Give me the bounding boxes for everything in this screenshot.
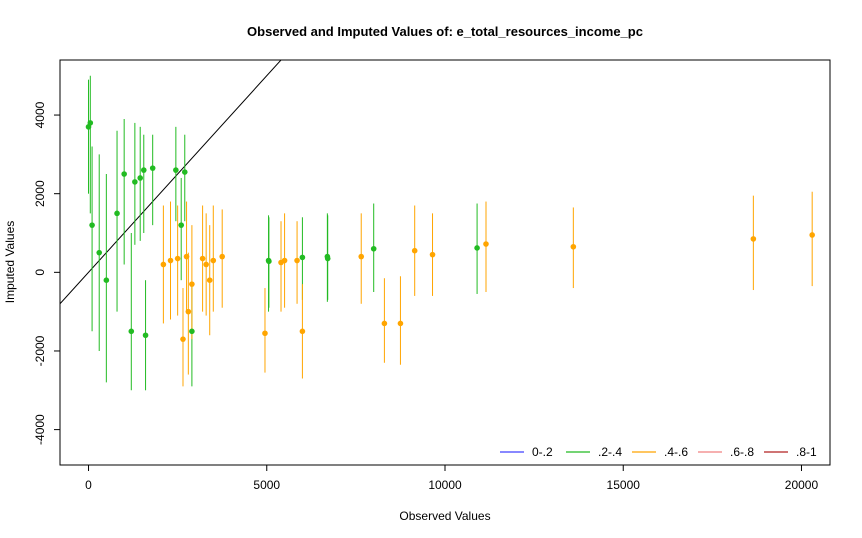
data-point	[167, 257, 174, 264]
y-axis-label: Imputed Values	[3, 221, 17, 304]
x-tick-label: 5000	[253, 478, 280, 492]
data-point	[132, 179, 138, 185]
data-point	[206, 277, 213, 283]
data-point	[358, 253, 365, 260]
data-point	[750, 236, 757, 242]
data-point	[809, 232, 815, 238]
data-point	[140, 167, 147, 173]
data-point	[299, 254, 306, 261]
data-point	[370, 245, 377, 252]
y-tick-label: 0	[33, 269, 47, 276]
data-point	[96, 249, 103, 256]
y-tick-label: 2000	[33, 180, 47, 207]
data-point	[114, 210, 120, 217]
axes-layer: 0 5000 10000 15000 20000 -4000 -2000 0 2000 4000	[33, 101, 818, 492]
data-point	[483, 241, 489, 247]
data-point	[89, 222, 95, 228]
data-point	[128, 328, 135, 335]
data-point	[121, 171, 127, 177]
data-point	[142, 332, 149, 339]
x-axis-label: Observed Values	[399, 509, 490, 523]
data-point	[183, 253, 190, 260]
data-point	[185, 308, 192, 315]
legend-label: 0-.2	[532, 445, 553, 459]
data-point	[189, 328, 195, 335]
data-point	[570, 243, 577, 250]
data-layer	[60, 60, 815, 391]
data-point	[210, 257, 217, 264]
plot-frame	[59, 59, 831, 466]
x-tick-label: 10000	[428, 478, 462, 492]
data-point	[219, 253, 225, 260]
data-point	[160, 261, 167, 268]
legend-label: .8-1	[796, 445, 817, 459]
data-point	[137, 175, 144, 181]
y-tick-label: -2000	[33, 335, 47, 366]
y-tick-label: -4000	[33, 414, 47, 445]
legend-label: .2-.4	[598, 445, 622, 459]
x-tick-label: 15000	[607, 478, 641, 492]
legend-label: .4-.6	[664, 445, 688, 459]
data-point	[294, 257, 300, 264]
data-point	[199, 255, 206, 262]
data-point	[174, 255, 181, 262]
data-point	[299, 328, 306, 335]
data-point	[203, 261, 209, 268]
chart-title: Observed and Imputed Values of: e_total_…	[247, 24, 643, 39]
data-point	[103, 277, 110, 283]
data-point	[178, 222, 185, 228]
data-point	[381, 320, 388, 327]
data-point	[189, 281, 195, 287]
data-point	[397, 320, 404, 327]
data-point	[429, 251, 436, 258]
x-tick-label: 20000	[785, 478, 819, 492]
y-tick-label: 4000	[33, 101, 47, 128]
legend-label: .6-.8	[730, 445, 754, 459]
reference-line	[60, 60, 282, 305]
x-tick-label: 0	[85, 478, 92, 492]
data-point	[281, 257, 288, 264]
data-point	[474, 245, 480, 251]
data-point	[180, 336, 186, 342]
data-point	[87, 120, 94, 126]
data-point	[324, 255, 331, 262]
data-point	[181, 169, 188, 175]
legend: 0-.2 .2-.4 .4-.6 .6-.8 .8-1	[500, 445, 817, 459]
data-point	[411, 247, 418, 254]
data-point	[149, 165, 156, 171]
data-point	[173, 167, 179, 173]
data-point	[262, 330, 268, 337]
data-point	[266, 258, 272, 265]
